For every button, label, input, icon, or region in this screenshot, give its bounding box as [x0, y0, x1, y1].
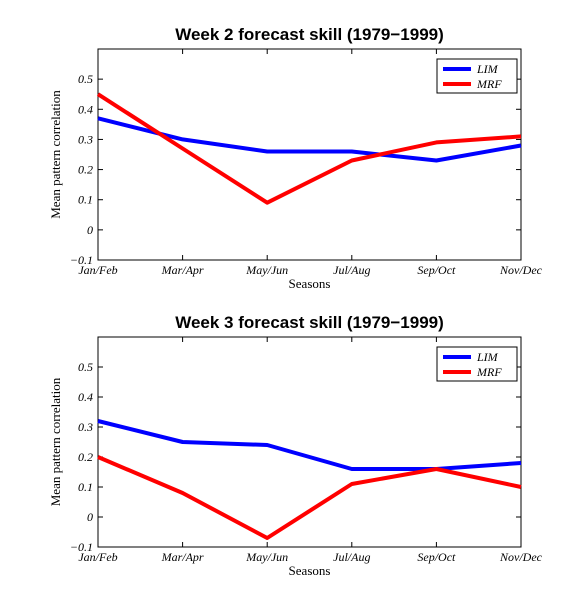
y-tick-label: 0.2	[78, 450, 93, 464]
x-axis-label: Seasons	[289, 276, 331, 291]
y-axis-label: Mean pattern correlation	[48, 377, 63, 506]
y-tick-label: 0.5	[78, 72, 93, 86]
y-tick-label: 0.3	[78, 420, 93, 434]
chart-panel-1: Week 2 forecast skill (1979−1999) −0.1 0 0.…	[48, 25, 543, 291]
x-tick-label: Jan/Feb	[78, 263, 117, 277]
y-tick-label: 0.1	[78, 193, 93, 207]
x-tick-label: Jul/Aug	[333, 263, 370, 277]
y-tick-label: 0.2	[78, 163, 93, 177]
x-tick-label: Sep/Oct	[417, 263, 456, 277]
x-tick-label: Sep/Oct	[417, 550, 456, 564]
series-line-lim	[97, 116, 522, 163]
x-tick-label: Nov/Dec	[499, 550, 543, 564]
y-tick-label: 0.4	[78, 390, 93, 404]
x-tick-label: Jul/Aug	[333, 550, 370, 564]
x-tick-label: Mar/Apr	[161, 263, 204, 277]
y-tick-label: 0	[87, 510, 93, 524]
x-tick-label: Jan/Feb	[78, 550, 117, 564]
x-tick-label: May/Jun	[245, 550, 288, 564]
y-tick-label: 0.1	[78, 480, 93, 494]
y-tick-label: 0.4	[78, 102, 93, 116]
y-tick-label: −0.1	[70, 540, 93, 554]
series-line-mrf	[96, 92, 522, 205]
y-tick-label: 0.5	[78, 360, 93, 374]
y-tick-label: 0	[87, 223, 93, 237]
legend-box	[436, 346, 518, 382]
legend-label-lim: LIM	[476, 62, 499, 76]
x-tick-label: May/Jun	[245, 263, 288, 277]
legend-label-mrf: MRF	[476, 77, 502, 91]
legend-label-lim: LIM	[476, 350, 499, 364]
y-tick-label: −0.1	[70, 253, 93, 267]
x-tick-label: Mar/Apr	[161, 550, 204, 564]
chart-panel-2: Week 3 forecast skill (1979−1999) −0.1 0 0.…	[48, 313, 543, 578]
legend-label-mrf: MRF	[476, 365, 502, 379]
y-axis-label: Mean pattern correlation	[48, 90, 63, 219]
y-tick-label: 0.3	[78, 132, 93, 146]
legend-box	[436, 58, 518, 94]
chart-title: Week 3 forecast skill (1979−1999)	[175, 313, 444, 332]
chart-title: Week 2 forecast skill (1979−1999)	[175, 25, 444, 44]
x-axis-label: Seasons	[289, 563, 331, 578]
x-tick-label: Nov/Dec	[499, 263, 543, 277]
series-line-lim	[97, 419, 522, 471]
series-line-mrf	[97, 455, 522, 540]
